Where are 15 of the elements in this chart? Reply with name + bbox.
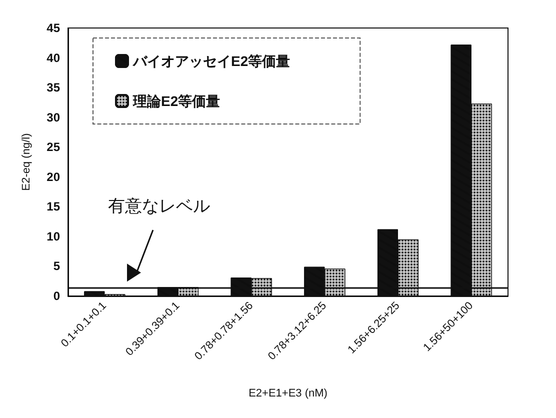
y-tick-label: 30 (46, 110, 60, 124)
y-tick-label: 40 (46, 50, 60, 65)
y-tick-label: 10 (46, 229, 60, 244)
annotation: 有意なレベル (108, 196, 210, 217)
y-axis-title: E2-eq (ng/l) (20, 133, 32, 191)
legend-label: バイオアッセイE2等価量 (132, 53, 290, 69)
y-tick-label: 35 (46, 80, 60, 95)
y-tick-label: 25 (46, 140, 60, 154)
x-axis-title: E2+E1+E3 (nM) (248, 388, 328, 400)
y-tick-label: 5 (53, 259, 60, 274)
y-tick-label: 0 (53, 289, 60, 303)
y-tick-label: 20 (46, 170, 60, 184)
legend-label: 理論E2等価量 (132, 93, 220, 109)
y-tick-label: 45 (46, 21, 60, 35)
y-tick-label: 15 (46, 200, 60, 214)
